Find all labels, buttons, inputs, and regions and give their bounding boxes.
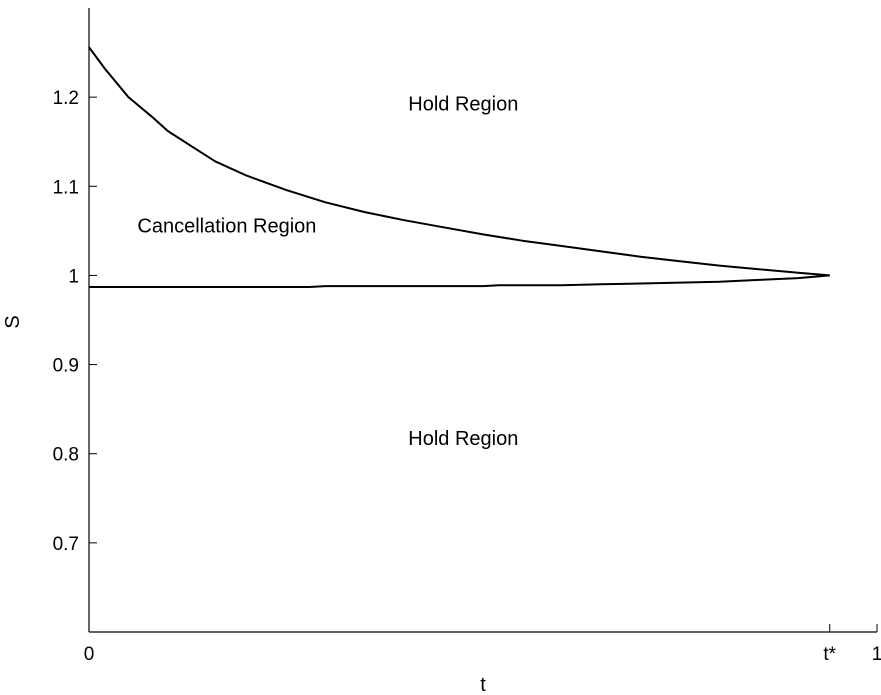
x-tick-label: t*	[823, 644, 836, 665]
x-tick-label: 1	[872, 644, 881, 665]
y-tick-label: 1.2	[53, 88, 79, 109]
region-label: Hold Region	[408, 94, 518, 116]
y-tick-label: 0.9	[53, 356, 79, 377]
region-label: Hold Region	[408, 428, 518, 450]
y-tick-label: 0.7	[53, 534, 79, 555]
y-ticks: 0.7 0.8 0.9 1 1.1 1.2	[53, 88, 97, 555]
x-ticks: 0 t* 1	[84, 624, 881, 665]
y-tick-label: 1.1	[53, 177, 79, 198]
lower-boundary-line	[89, 274, 830, 288]
y-tick-label: 0.8	[53, 445, 79, 466]
series-group	[88, 46, 830, 288]
upper-boundary-line	[88, 46, 830, 277]
x-tick-label: 0	[84, 644, 95, 665]
x-axis-label: t	[480, 674, 486, 695]
y-tick-label: 1	[68, 266, 79, 287]
region-label: Cancellation Region	[137, 216, 316, 238]
y-axis-label: S	[2, 315, 24, 328]
annotations: Hold Region Cancellation Region Hold Regio…	[137, 94, 518, 450]
plot-area: 0.7 0.8 0.9 1 1.1 1.2 0 t* 1 Hold Region Cancell…	[53, 8, 881, 665]
